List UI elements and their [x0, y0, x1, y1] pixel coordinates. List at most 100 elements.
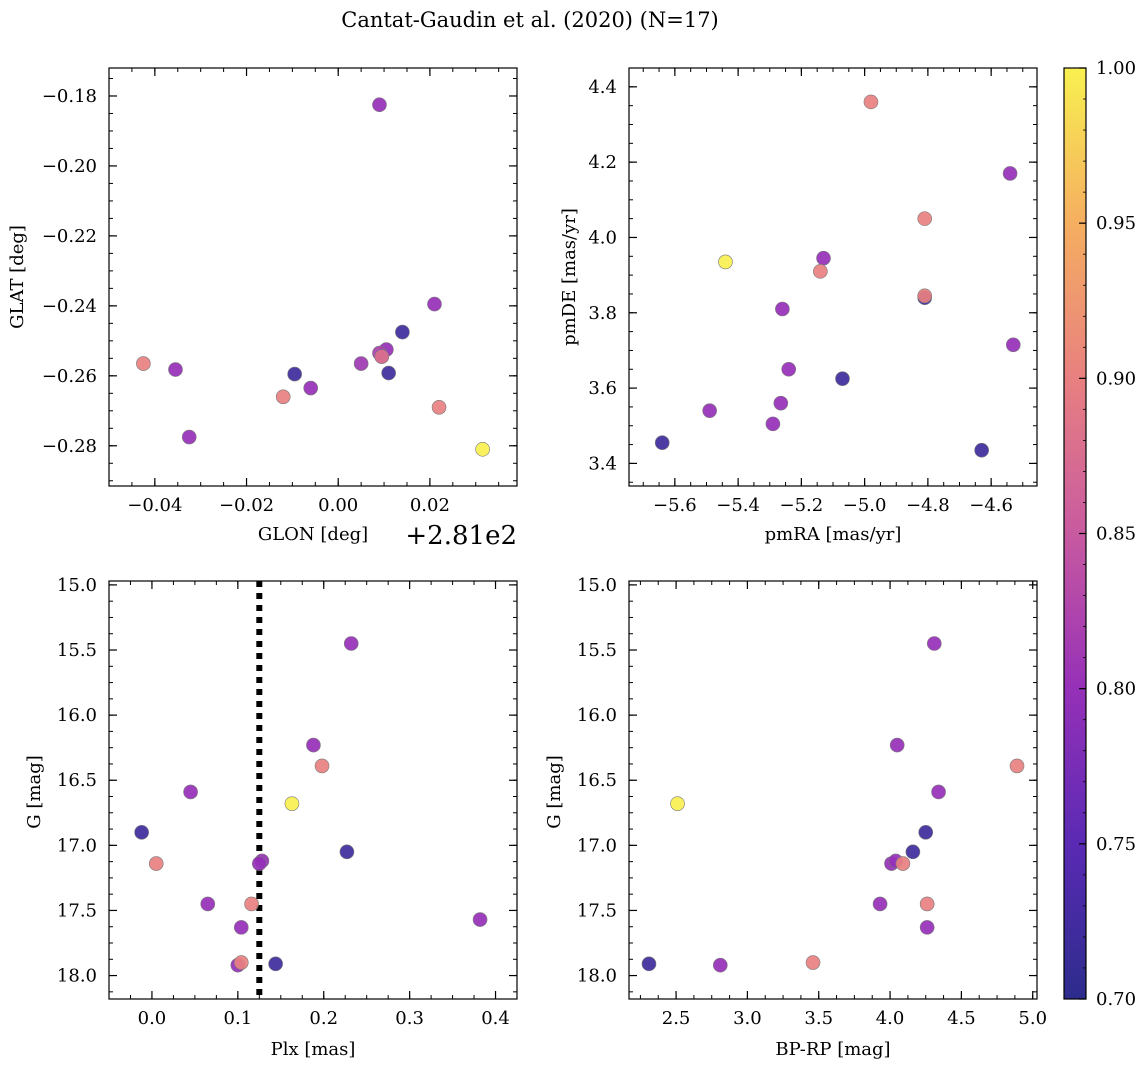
x-tick-label: 0.02	[410, 495, 450, 516]
xlabel-plx: Plx [mas]	[271, 1039, 356, 1060]
data-point	[431, 399, 447, 415]
data-point	[702, 403, 717, 418]
x-tick-label: 2.5	[662, 1008, 691, 1029]
y-tick-label: 18.0	[577, 966, 617, 987]
data-point	[918, 825, 934, 840]
x-tick-label: −0.02	[219, 495, 274, 516]
colorbar-tick-label: 0.70	[1096, 989, 1136, 1010]
data-point	[200, 896, 216, 912]
axes-frame	[628, 580, 1038, 1000]
y-tick-label: 16.5	[577, 770, 617, 791]
data-point	[917, 288, 933, 304]
y-tick-label: −0.24	[42, 296, 97, 317]
colorbar-tick-label: 1.00	[1096, 58, 1136, 79]
data-point	[889, 737, 905, 753]
data-point	[1002, 166, 1018, 181]
data-point	[816, 250, 831, 266]
data-point	[134, 825, 149, 840]
data-point	[926, 636, 942, 651]
data-point	[381, 365, 396, 381]
x-tick-label: 3.5	[804, 1008, 833, 1029]
data-point	[233, 920, 249, 935]
ylabel-glat: GLAT [deg]	[7, 225, 28, 329]
panel-bprp-g: BP-RP [mag] G [mag] 2.5 3.0 3.5 4.0 4.5 5.0 15…	[544, 575, 1047, 1060]
y-tick-label: 18.0	[57, 966, 97, 987]
data-point	[974, 442, 989, 458]
data-point	[905, 844, 921, 860]
x-tick-label: −5.4	[716, 495, 760, 516]
data-point	[374, 349, 390, 364]
data-point	[654, 435, 670, 450]
data-point	[765, 416, 781, 432]
x-tick-label: 0.1	[224, 1008, 253, 1029]
y-tick-label: 16.0	[57, 705, 97, 726]
data-point	[670, 796, 685, 811]
colorbar-tick-label: 0.80	[1096, 679, 1136, 700]
data-point	[275, 389, 291, 405]
data-point	[314, 758, 330, 774]
data-point	[306, 737, 321, 753]
data-point	[863, 94, 879, 110]
data-point	[773, 395, 789, 411]
panel-pmra-pmde: pmRA [mas/yr] pmDE [mas/yr] −5.6 −5.4 −5.2…	[559, 67, 1038, 545]
colorbar-tick-label: 0.75	[1096, 834, 1136, 855]
colorbar-gradient	[1064, 68, 1086, 999]
y-tick-label: 15.0	[577, 575, 617, 596]
data-point	[339, 844, 355, 860]
data-point	[472, 912, 488, 927]
data-point	[252, 856, 267, 871]
x-tick-label: 0.3	[395, 1008, 424, 1029]
y-tick-label: 17.0	[57, 835, 97, 856]
data-point	[244, 896, 259, 912]
data-point	[303, 380, 319, 396]
data-point	[641, 956, 657, 972]
y-tick-label: 4.4	[588, 77, 617, 98]
y-tick-label: 15.0	[57, 575, 97, 596]
data-point	[718, 254, 733, 270]
data-point	[427, 296, 442, 312]
data-point	[284, 796, 300, 811]
y-tick-label: 3.6	[588, 378, 617, 399]
data-point	[713, 957, 728, 973]
y-tick-label: −0.28	[42, 436, 97, 457]
panel-glon-glat: GLON [deg] GLAT [deg] +2.81e2 −0.04 −0.02…	[7, 67, 518, 551]
axes-frame	[108, 67, 518, 487]
data-point	[475, 441, 490, 457]
y-tick-label: 17.5	[57, 900, 97, 921]
data-point	[919, 896, 935, 912]
x-tick-label: −5.0	[843, 495, 887, 516]
data-point	[168, 362, 183, 377]
y-tick-label: −0.26	[42, 366, 97, 387]
y-tick-label: −0.20	[42, 156, 97, 177]
data-point	[353, 356, 369, 371]
x-tick-label: −5.2	[780, 495, 824, 516]
data-point	[183, 784, 198, 800]
x-tick-label: −0.04	[127, 495, 182, 516]
data-point	[136, 356, 151, 371]
x-tick-label: 4.0	[876, 1008, 905, 1029]
data-point	[268, 956, 283, 972]
x-tick-label: −5.6	[653, 495, 697, 516]
x-tick-label: −4.8	[906, 495, 950, 516]
y-tick-label: 3.8	[588, 303, 617, 324]
data-point	[775, 301, 790, 317]
ylabel-g-left: G [mag]	[24, 755, 45, 828]
colorbar: 0.70 0.75 0.80 0.85 0.90 0.95 1.00	[1063, 58, 1136, 1010]
data-point	[872, 896, 888, 912]
data-point	[372, 97, 387, 113]
x-tick-label: 3.0	[733, 1008, 762, 1029]
data-point	[931, 784, 946, 800]
ylabel-g-right: G [mag]	[544, 755, 565, 828]
y-tick-label: 17.0	[577, 835, 617, 856]
x-tick-label: −4.6	[969, 495, 1013, 516]
x-offset-text: +2.81e2	[405, 521, 517, 551]
y-tick-label: 15.5	[57, 640, 97, 661]
figure-title: Cantat-Gaudin et al. (2020) (N=17)	[341, 8, 719, 32]
data-point	[805, 955, 821, 970]
data-point	[917, 211, 933, 226]
y-tick-label: 17.5	[577, 900, 617, 921]
data-point	[1005, 337, 1021, 353]
xlabel-pmra: pmRA [mas/yr]	[765, 524, 902, 545]
x-tick-label: 5.0	[1018, 1008, 1047, 1029]
